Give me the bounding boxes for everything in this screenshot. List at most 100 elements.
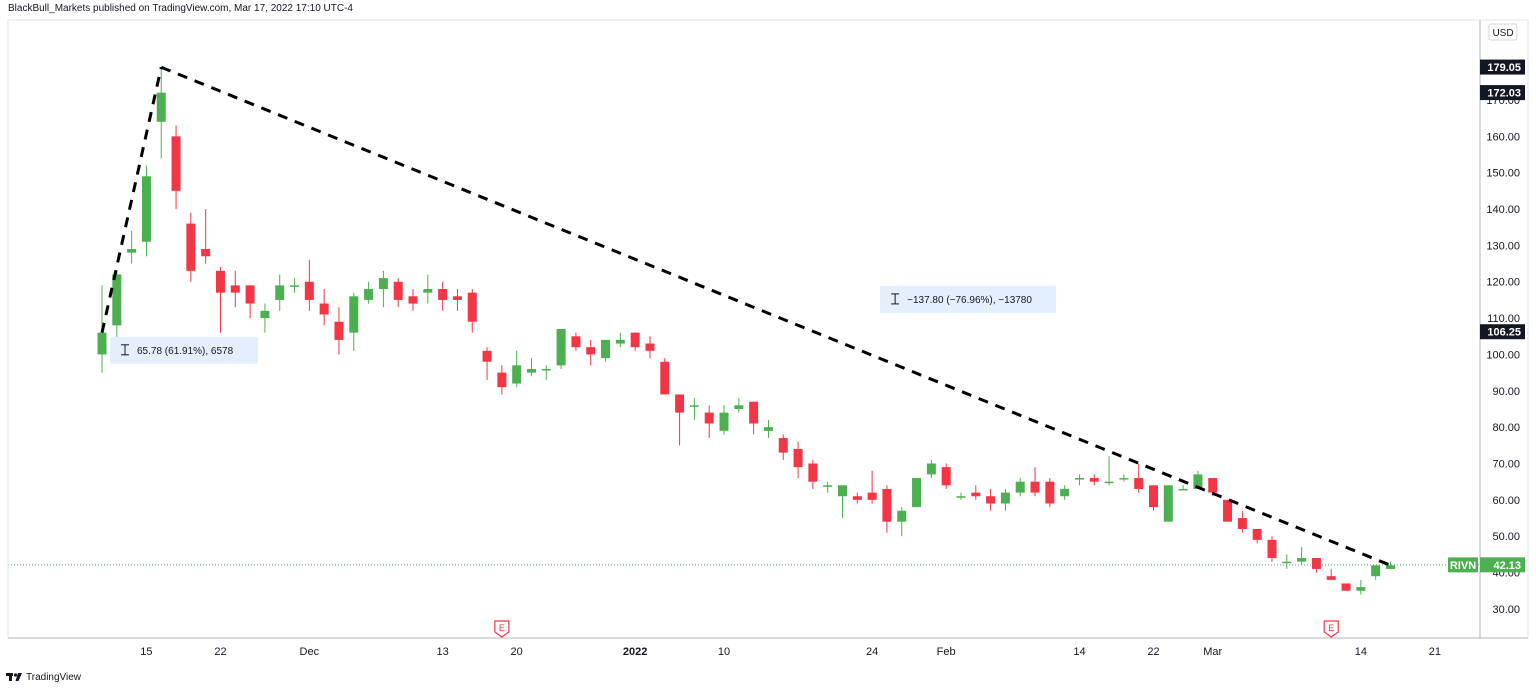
trendlines[interactable]: [100, 65, 1392, 567]
candle-body: [1163, 485, 1173, 522]
candle-down: [319, 289, 329, 326]
candle-down: [467, 289, 477, 333]
y-tick-label: 70.00: [1492, 459, 1520, 471]
currency-label: USD: [1492, 28, 1513, 39]
x-tick-label: 22: [214, 646, 226, 658]
candle-body: [438, 289, 448, 300]
candle-down: [882, 485, 892, 533]
candle-body: [1371, 565, 1381, 577]
candle-up: [512, 350, 522, 388]
candle-up: [1282, 554, 1292, 569]
earnings-marker-label: E: [499, 623, 505, 633]
candle-down: [571, 332, 581, 351]
candle-up: [1371, 565, 1381, 580]
y-tick-label: 160.00: [1486, 131, 1520, 143]
candle-up: [1356, 579, 1366, 595]
x-tick-label: 15: [140, 646, 152, 658]
earnings-marker: E: [1323, 620, 1339, 638]
candle-down: [941, 463, 951, 489]
y-tick-label: 130.00: [1486, 240, 1520, 252]
x-tick-label: 14: [1355, 646, 1367, 658]
candle-up: [556, 329, 566, 369]
price-axis-tag-box: [1480, 85, 1525, 101]
candle-down: [808, 459, 818, 489]
candle-body: [956, 496, 966, 498]
x-tick-label: 10: [718, 646, 730, 658]
candle-up: [541, 365, 551, 380]
candle-up: [349, 292, 359, 351]
candle-down: [1326, 568, 1336, 580]
candle-body: [1045, 481, 1055, 504]
x-axis-ticks: 15 22 Dec 13 20 2022 10 24 Feb 14 22 Mar 14 21: [140, 646, 1441, 658]
candle-body: [1341, 583, 1351, 591]
candle-body: [1074, 478, 1084, 480]
candle-down: [1311, 558, 1321, 573]
symbol-tag-box: [1448, 557, 1478, 573]
candle-body: [319, 303, 329, 315]
x-tick-label: 22: [1147, 646, 1159, 658]
y-tick-label: 120.00: [1486, 277, 1520, 289]
candle-body: [1297, 558, 1307, 562]
price-axis-tag: 179.05: [1480, 59, 1525, 75]
candle-up: [615, 332, 625, 348]
candle-down: [660, 358, 670, 395]
candle-body: [1134, 478, 1144, 489]
candle-body: [778, 438, 788, 453]
candle-body: [141, 176, 151, 242]
candle-up: [1060, 485, 1070, 500]
measure-box: [880, 285, 1057, 313]
candle-body: [393, 281, 403, 300]
candle-body: [882, 488, 892, 522]
candle-down: [201, 209, 211, 264]
candle-body: [156, 92, 166, 122]
candle-body: [556, 329, 566, 366]
x-tick-label: 20: [511, 646, 523, 658]
candle-up: [127, 230, 137, 264]
candle-up: [763, 419, 773, 439]
candle-up: [1074, 474, 1084, 486]
candle-down: [452, 289, 462, 311]
candle-body: [1385, 565, 1395, 569]
candle-down: [1134, 463, 1144, 493]
candles: [97, 67, 1395, 595]
measure-text: 65.78 (61.91%), 6578: [137, 346, 234, 357]
y-tick-label: 60.00: [1492, 495, 1520, 507]
candle-down: [778, 434, 788, 460]
candle-body: [986, 496, 996, 504]
candle-body: [186, 223, 196, 271]
measure-icon: [891, 293, 900, 305]
price-axis-tag-label: 106.25: [1487, 327, 1521, 339]
footer[interactable]: TradingView: [6, 668, 81, 686]
candle-up: [275, 274, 285, 311]
trendline: [100, 66, 163, 333]
price-axis-tag-box: [1480, 59, 1525, 75]
publisher-caption: BlackBull_Markets published on TradingVi…: [8, 3, 353, 14]
candle-body: [275, 285, 285, 300]
candle-body: [127, 249, 137, 253]
candle-down: [675, 394, 685, 446]
candle-up: [423, 274, 433, 304]
candle-body: [201, 249, 211, 257]
candle-body: [689, 405, 699, 407]
x-tick-label: 24: [866, 646, 878, 658]
candle-body: [660, 361, 670, 395]
candle-up: [823, 481, 833, 493]
candle-body: [526, 368, 536, 373]
y-tick-label: 110.00: [1487, 313, 1520, 325]
candle-down: [334, 307, 344, 355]
measure-box: [110, 336, 258, 364]
measurements[interactable]: 65.78 (61.91%), 6578 −137.80 (−76.96%), −…: [110, 285, 1057, 364]
price-axis-tag-label: 179.05: [1487, 62, 1521, 74]
candle-body: [1282, 561, 1292, 564]
tradingview-logo-icon: [6, 673, 22, 681]
candle-down: [171, 125, 181, 210]
candle-body: [1223, 499, 1233, 522]
candle-up: [1163, 485, 1173, 522]
earnings-marker-shape: [1323, 620, 1339, 638]
candle-down: [186, 212, 196, 282]
candle-body: [1015, 481, 1025, 493]
measure-icon: [121, 344, 129, 356]
candle-body: [1311, 558, 1321, 569]
